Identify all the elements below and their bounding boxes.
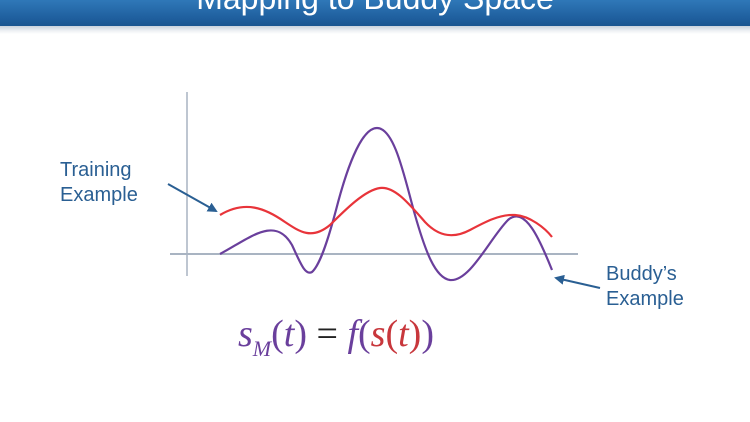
buddy-arrow xyxy=(554,274,601,289)
eq-paren-close: ) xyxy=(294,313,307,355)
eq-inner-rp: ) xyxy=(408,313,422,355)
eq-inner-s: s xyxy=(370,313,386,355)
eq-s: s xyxy=(238,313,253,355)
eq-f: f xyxy=(347,313,358,355)
eq-f-paren-open: ( xyxy=(358,313,371,355)
title-bar-shadow xyxy=(0,26,750,34)
training-label-line1: Training xyxy=(60,159,132,181)
buddy-example-curve xyxy=(219,126,554,282)
training-example-curve xyxy=(219,186,553,238)
eq-subscript: M xyxy=(252,336,272,361)
eq-inner-t: t xyxy=(398,313,409,355)
title-bar: Mapping to Buddy Space xyxy=(0,0,750,26)
buddy-example-label: Buddy’s Example xyxy=(606,262,684,312)
training-label-line2: Example xyxy=(60,184,138,206)
eq-f-paren-close: ) xyxy=(421,313,434,355)
training-arrow xyxy=(167,183,218,212)
eq-paren-open: ( xyxy=(271,313,284,355)
slide-title: Mapping to Buddy Space xyxy=(0,0,750,17)
training-example-label: Training Example xyxy=(60,158,138,208)
buddy-label-line2: Example xyxy=(606,288,684,310)
eq-inner-lp: ( xyxy=(385,313,399,355)
eq-t: t xyxy=(283,313,295,355)
mapping-equation: sM(t) = f(s(t)) xyxy=(238,312,434,361)
eq-equals: = xyxy=(307,313,348,355)
buddy-label-line1: Buddy’s xyxy=(606,263,677,285)
